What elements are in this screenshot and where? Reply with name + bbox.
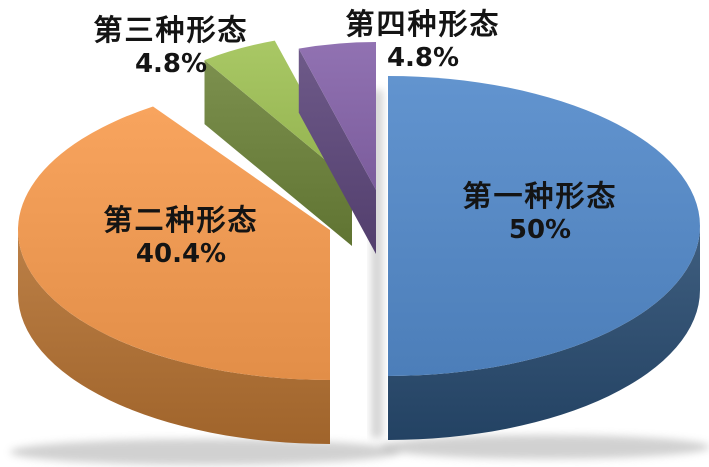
slice-side-face bbox=[204, 60, 352, 247]
pie-slice-4[interactable] bbox=[298, 42, 376, 254]
pie-slice-1[interactable] bbox=[388, 76, 700, 440]
pie-slice-2[interactable] bbox=[18, 106, 331, 444]
slice-top-face bbox=[18, 106, 331, 381]
slice-side-face bbox=[298, 48, 376, 254]
slice-top-face bbox=[204, 40, 352, 182]
slice-rim bbox=[388, 226, 700, 440]
pie-shadow-right bbox=[380, 435, 709, 459]
slice-top-face bbox=[298, 42, 376, 190]
slice-rim bbox=[18, 230, 330, 444]
slice-top-face bbox=[388, 76, 700, 376]
pie-slice-3[interactable] bbox=[204, 40, 352, 247]
pie-shadow-left bbox=[10, 439, 400, 465]
